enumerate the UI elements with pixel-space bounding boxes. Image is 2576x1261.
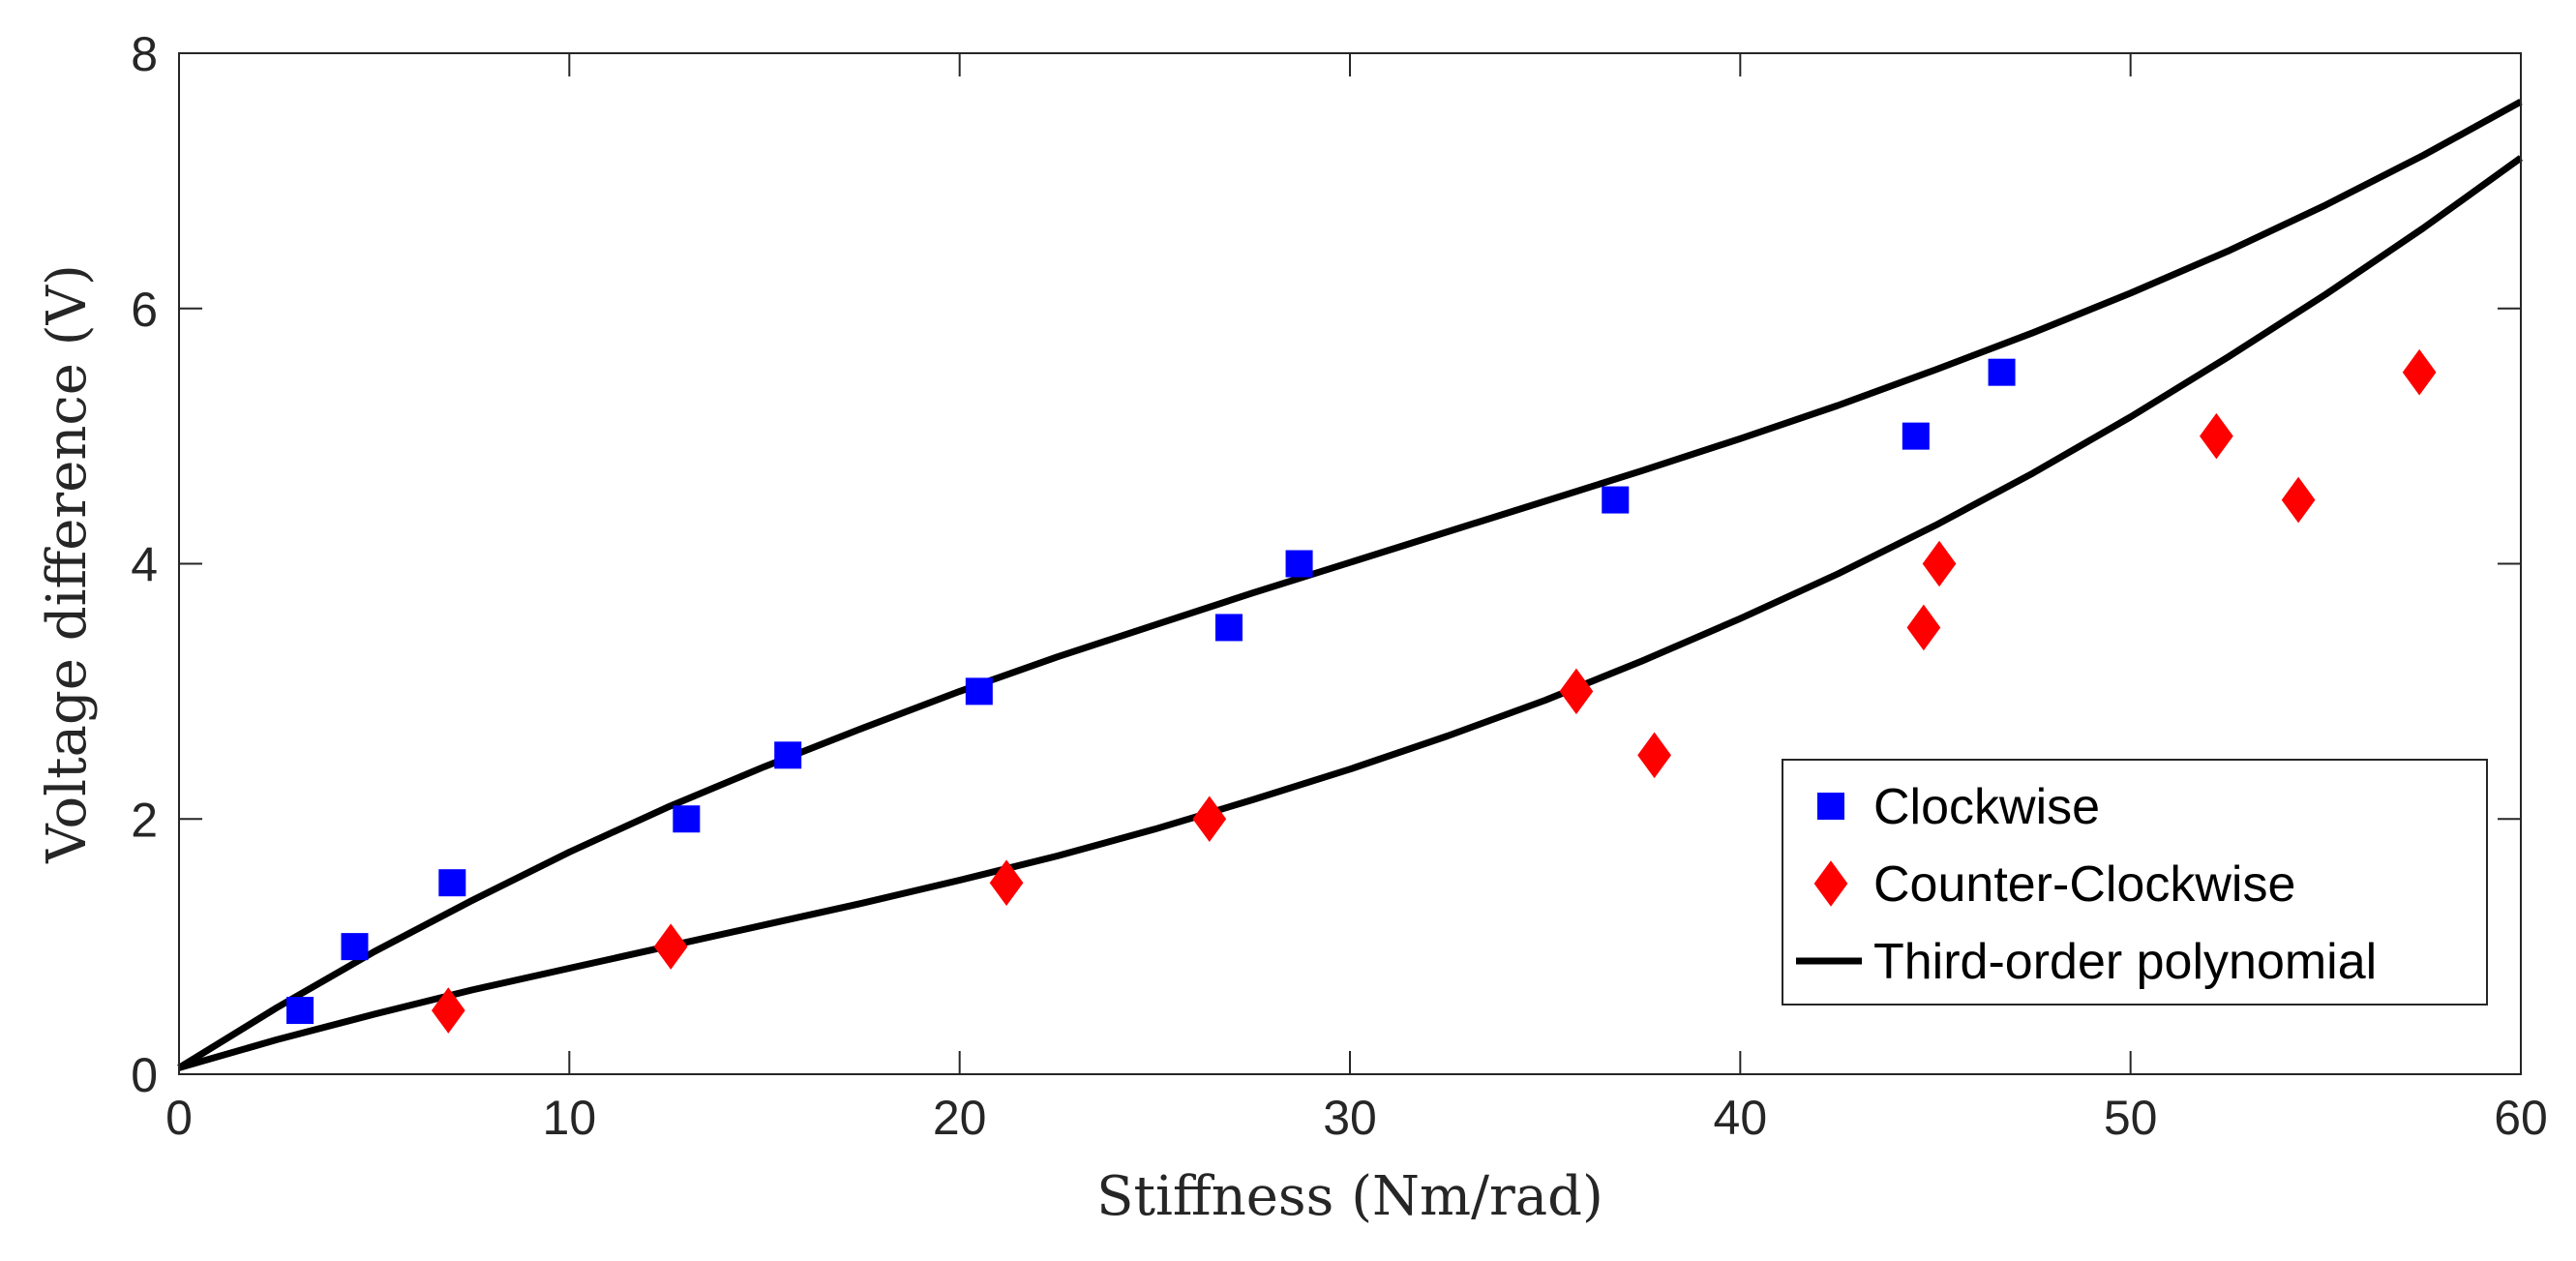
y-tick-label: 8 <box>131 27 158 81</box>
clockwise-point <box>1902 422 1930 450</box>
counter-clockwise-point <box>1906 604 1941 651</box>
counter-clockwise-point <box>2402 348 2437 396</box>
axes: 0 10 20 30 40 50 60 0 2 4 6 8 <box>131 27 2548 1145</box>
counter-clockwise-point <box>653 923 688 970</box>
clockwise-point <box>1602 486 1630 514</box>
fit-curve-line <box>178 155 2524 1071</box>
x-axis-label: Stiffness (Nm/rad) <box>1096 1165 1603 1228</box>
clockwise-point <box>286 997 315 1025</box>
counter-clockwise-point <box>1192 796 1227 843</box>
clockwise-point <box>1214 614 1243 642</box>
clockwise-point <box>341 933 369 961</box>
clockwise-point <box>673 805 701 833</box>
clockwise-point <box>1285 550 1313 578</box>
counter-clockwise-point <box>2281 476 2316 524</box>
legend: Clockwise Counter-Clockwise Third-order po… <box>1782 759 2488 1006</box>
counter-clockwise-point <box>431 987 465 1034</box>
x-tick-label: 0 <box>165 1091 193 1145</box>
legend-entry-label: Clockwise <box>1873 779 2100 835</box>
legend-entry-label: Third-order polynomial <box>1873 934 2377 990</box>
clockwise-point <box>965 677 993 706</box>
y-tick-label: 2 <box>131 793 158 847</box>
counter-clockwise-point <box>1637 732 1671 779</box>
x-tick-label: 40 <box>1714 1091 1768 1145</box>
legend-box <box>1782 759 2488 1006</box>
fit-curve-line <box>177 99 2523 1071</box>
y-tick-label: 4 <box>131 538 158 592</box>
counter-clockwise-point <box>1922 540 1957 587</box>
clockwise-point <box>774 741 802 769</box>
legend-diamond-swatch <box>1813 860 1848 907</box>
counter-clockwise-point <box>989 859 1024 906</box>
counter-clockwise-point <box>1559 668 1594 715</box>
y-tick-label: 6 <box>131 283 158 337</box>
counter-clockwise-point <box>2200 412 2233 460</box>
legend-entry-label: Counter-Clockwise <box>1873 856 2295 913</box>
fit-curves <box>177 99 2524 1071</box>
x-tick-label: 20 <box>933 1091 987 1145</box>
clockwise-point <box>1988 358 2016 386</box>
legend-square-swatch <box>1817 793 1844 820</box>
x-tick-label: 60 <box>2494 1091 2548 1145</box>
x-tick-label: 10 <box>543 1091 597 1145</box>
data-points <box>286 348 2437 1034</box>
clockwise-point <box>438 869 466 897</box>
y-axis-label: Voltage difference (V) <box>36 264 99 864</box>
x-tick-label: 50 <box>2104 1091 2158 1145</box>
y-tick-label: 0 <box>131 1048 158 1102</box>
x-tick-label: 30 <box>1323 1091 1377 1145</box>
